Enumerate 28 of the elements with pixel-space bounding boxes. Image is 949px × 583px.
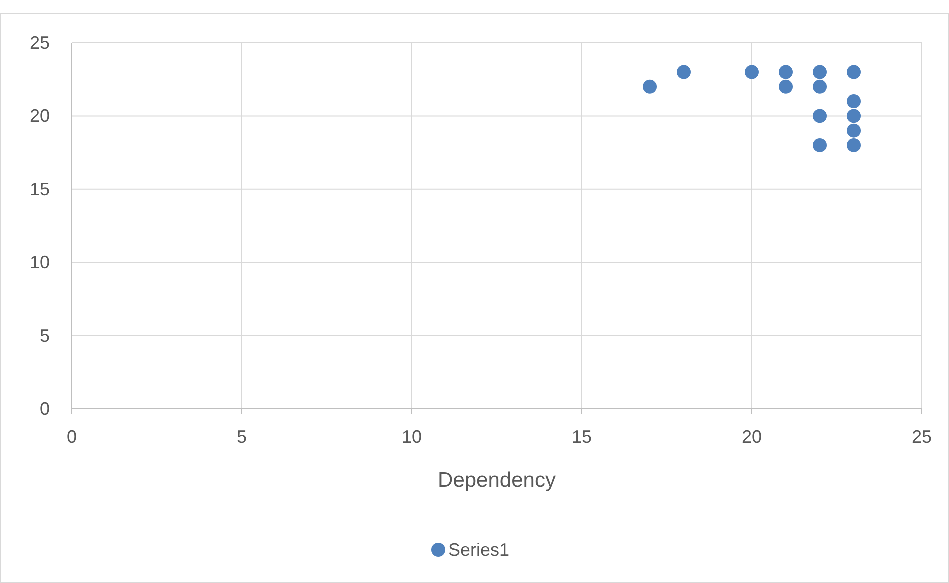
y-tick-label: 10	[30, 252, 50, 273]
point	[813, 80, 827, 94]
x-tick-label: 10	[402, 427, 422, 447]
point	[677, 65, 691, 80]
point	[779, 65, 793, 80]
legend-label: Series1	[448, 540, 510, 560]
point	[847, 65, 861, 80]
x-tick-label: 5	[236, 427, 248, 447]
point	[745, 65, 759, 80]
point	[847, 94, 861, 109]
point	[813, 138, 827, 152]
x-tick-label: 15	[572, 427, 592, 447]
point	[847, 124, 861, 138]
point	[813, 65, 827, 80]
y-tick-label: 0	[40, 399, 50, 419]
point	[779, 80, 793, 94]
x-axis-title: Dependency	[438, 469, 556, 492]
y-tick-label: 20	[30, 106, 50, 126]
x-tick-label: 25	[912, 427, 932, 447]
point	[643, 80, 657, 94]
x-tick-label: 0	[66, 427, 78, 447]
y-tick-label: 25	[30, 33, 50, 53]
point	[813, 109, 827, 124]
y-tick-label: 5	[40, 326, 50, 346]
point	[847, 138, 861, 152]
y-tick-label: 15	[30, 179, 50, 200]
x-tick-label: 20	[742, 427, 762, 447]
point	[847, 109, 861, 124]
